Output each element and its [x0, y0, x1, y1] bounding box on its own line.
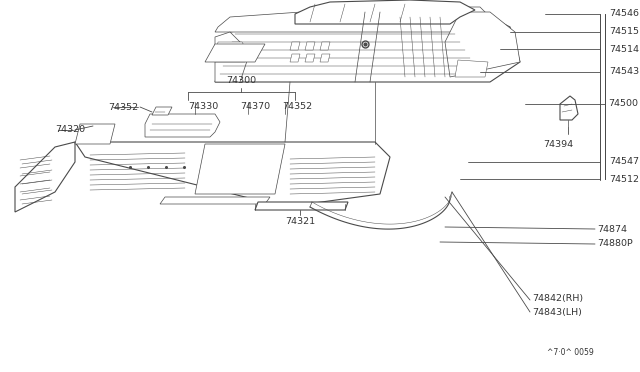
Text: 74370: 74370 [240, 102, 270, 111]
Polygon shape [455, 60, 488, 77]
Text: 74500: 74500 [608, 99, 638, 109]
Polygon shape [195, 144, 285, 194]
Text: 74543: 74543 [609, 67, 639, 77]
Polygon shape [15, 142, 75, 212]
Text: 74300: 74300 [226, 76, 256, 85]
Text: 74842(RH): 74842(RH) [532, 295, 583, 304]
Polygon shape [295, 0, 475, 24]
Polygon shape [320, 42, 330, 50]
Text: 74321: 74321 [285, 217, 315, 226]
Text: 74352: 74352 [108, 103, 138, 112]
Polygon shape [560, 96, 578, 120]
Polygon shape [320, 54, 330, 62]
Text: 74320: 74320 [55, 125, 85, 135]
Polygon shape [75, 124, 115, 144]
Polygon shape [205, 44, 265, 62]
Polygon shape [290, 42, 300, 50]
Text: 74394: 74394 [543, 140, 573, 149]
Text: 74352: 74352 [282, 102, 312, 111]
Polygon shape [215, 42, 248, 62]
Polygon shape [215, 7, 490, 32]
Polygon shape [445, 12, 520, 77]
Text: 74330: 74330 [188, 102, 218, 111]
Polygon shape [152, 107, 172, 115]
Text: 74843(LH): 74843(LH) [532, 308, 582, 317]
Polygon shape [305, 42, 315, 50]
Polygon shape [290, 54, 300, 62]
Polygon shape [160, 197, 270, 204]
Text: 74512: 74512 [609, 174, 639, 183]
Polygon shape [145, 114, 220, 137]
Polygon shape [215, 32, 250, 82]
Text: ^7·0^ 0059: ^7·0^ 0059 [547, 348, 593, 357]
Text: 74515: 74515 [609, 28, 639, 36]
Text: 74546: 74546 [609, 10, 639, 19]
Polygon shape [305, 54, 315, 62]
Text: 74880P: 74880P [597, 240, 633, 248]
Polygon shape [215, 7, 520, 82]
Text: 74547: 74547 [609, 157, 639, 167]
Polygon shape [255, 202, 348, 210]
Text: 74874: 74874 [597, 224, 627, 234]
Polygon shape [75, 142, 390, 207]
Text: 74514: 74514 [609, 45, 639, 54]
